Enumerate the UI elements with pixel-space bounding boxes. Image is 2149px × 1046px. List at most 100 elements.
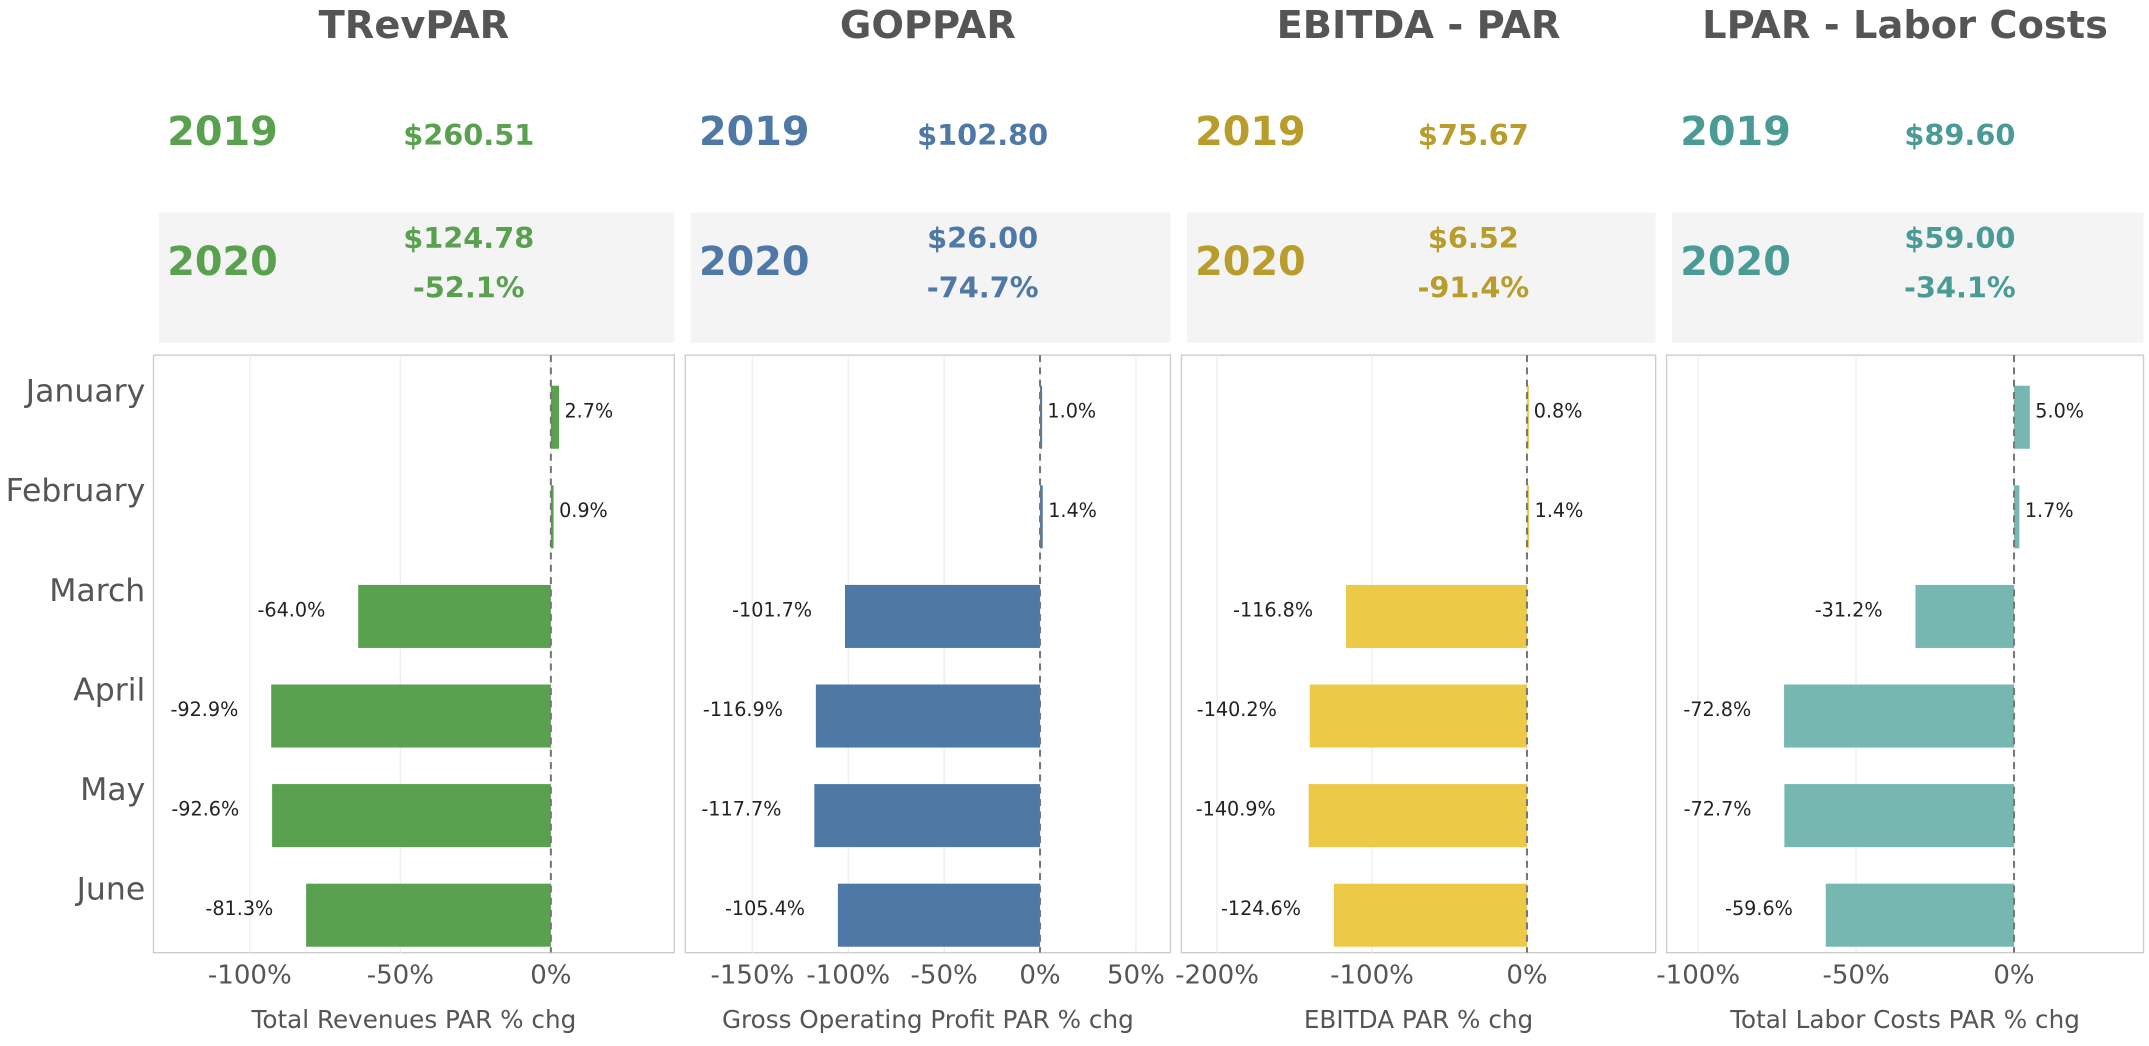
data-label: -124.6% bbox=[1221, 897, 1301, 920]
bar bbox=[845, 584, 1041, 648]
chart-title: TRevPAR bbox=[319, 3, 510, 48]
kpi-change: -34.1% bbox=[1904, 270, 2016, 304]
kpi-year: 2020 bbox=[167, 239, 278, 285]
bar bbox=[1333, 883, 1527, 947]
bar bbox=[1526, 385, 1530, 449]
data-label: -105.4% bbox=[725, 897, 805, 920]
bar bbox=[1784, 784, 2015, 848]
category-label: April bbox=[73, 672, 145, 708]
data-label: -59.6% bbox=[1725, 897, 1793, 920]
x-tick-label: 0% bbox=[1506, 960, 1547, 990]
x-tick-label: -100% bbox=[806, 960, 890, 990]
data-label: 1.4% bbox=[1535, 499, 1584, 522]
chart-title: GOPPAR bbox=[840, 3, 1016, 48]
x-axis-label: EBITDA PAR % chg bbox=[1304, 1005, 1533, 1034]
kpi-value: $6.52 bbox=[1428, 221, 1519, 255]
data-label: -31.2% bbox=[1815, 598, 1883, 621]
data-label: -101.7% bbox=[732, 598, 812, 621]
kpi-change: -74.7% bbox=[927, 270, 1039, 304]
kpi-change: -52.1% bbox=[413, 270, 525, 304]
x-tick-label: -50% bbox=[367, 960, 434, 990]
plot-frame bbox=[684, 354, 1172, 954]
kpi-box bbox=[1186, 212, 1656, 343]
bar bbox=[1526, 485, 1530, 549]
category-label: June bbox=[75, 872, 146, 908]
bar bbox=[1309, 684, 1527, 748]
data-label: -92.6% bbox=[171, 798, 239, 821]
bar bbox=[550, 385, 560, 449]
category-label: February bbox=[6, 473, 146, 509]
x-tick-label: 50% bbox=[1107, 960, 1165, 990]
kpi-value: $102.80 bbox=[917, 118, 1048, 152]
x-tick-label: -200% bbox=[1175, 960, 1259, 990]
x-tick-label: -100% bbox=[208, 960, 292, 990]
data-label: 0.8% bbox=[1534, 399, 1583, 422]
bar bbox=[1784, 684, 2015, 748]
x-tick-label: 0% bbox=[1019, 960, 1060, 990]
x-axis-label: Total Labor Costs PAR % chg bbox=[1729, 1005, 2080, 1034]
kpi-year: 2019 bbox=[1195, 109, 1306, 155]
bar bbox=[837, 883, 1041, 947]
category-label: May bbox=[80, 772, 145, 808]
kpi-value: $26.00 bbox=[927, 221, 1038, 255]
data-label: 2.7% bbox=[564, 399, 613, 422]
category-label: January bbox=[24, 374, 145, 410]
data-label: -72.8% bbox=[1683, 698, 1751, 721]
data-label: 1.4% bbox=[1048, 499, 1097, 522]
kpi-value: $260.51 bbox=[403, 118, 534, 152]
kpi-value: $89.60 bbox=[1904, 118, 2015, 152]
bar bbox=[306, 883, 551, 947]
data-label: -117.7% bbox=[701, 798, 781, 821]
kpi-box bbox=[158, 212, 675, 343]
data-label: -140.2% bbox=[1197, 698, 1277, 721]
data-label: -64.0% bbox=[257, 598, 325, 621]
data-label: 1.7% bbox=[2025, 499, 2074, 522]
kpi-value: $124.78 bbox=[403, 221, 534, 255]
data-label: 0.9% bbox=[559, 499, 608, 522]
bar bbox=[2014, 385, 2030, 449]
kpi-year: 2019 bbox=[167, 109, 278, 155]
bar bbox=[550, 485, 554, 549]
kpi-year: 2019 bbox=[1680, 109, 1791, 155]
kpi-value: $75.67 bbox=[1418, 118, 1529, 152]
chart-title: EBITDA - PAR bbox=[1277, 3, 1561, 48]
x-axis-label: Gross Operating Profit PAR % chg bbox=[722, 1005, 1134, 1034]
kpi-year: 2020 bbox=[1195, 239, 1306, 285]
plot-frame bbox=[1665, 354, 2145, 954]
x-tick-label: -50% bbox=[1822, 960, 1889, 990]
bar bbox=[1308, 784, 1527, 848]
bar bbox=[815, 684, 1041, 748]
data-label: -116.9% bbox=[703, 698, 783, 721]
data-label: -140.9% bbox=[1196, 798, 1276, 821]
bar bbox=[814, 784, 1041, 848]
chart-title: LPAR - Labor Costs bbox=[1702, 3, 2108, 48]
bar bbox=[1040, 485, 1043, 549]
data-label: -92.9% bbox=[170, 698, 238, 721]
x-tick-label: -150% bbox=[710, 960, 794, 990]
x-axis-label: Total Revenues PAR % chg bbox=[251, 1005, 577, 1034]
plot-frame bbox=[152, 354, 675, 954]
data-label: 5.0% bbox=[2035, 399, 2084, 422]
data-label: -81.3% bbox=[205, 897, 273, 920]
x-tick-label: -100% bbox=[1656, 960, 1740, 990]
data-label: -72.7% bbox=[1684, 798, 1752, 821]
bar bbox=[1915, 584, 2015, 648]
plot-frame bbox=[1180, 354, 1657, 954]
data-label: 1.0% bbox=[1047, 399, 1096, 422]
x-tick-label: 0% bbox=[530, 960, 571, 990]
kpi-value: $59.00 bbox=[1904, 221, 2015, 255]
bar bbox=[2014, 485, 2020, 549]
bar bbox=[1345, 584, 1527, 648]
kpi-year: 2020 bbox=[1680, 239, 1791, 285]
x-tick-label: -100% bbox=[1330, 960, 1414, 990]
bar bbox=[358, 584, 551, 648]
bar bbox=[272, 784, 551, 848]
kpi-change: -91.4% bbox=[1417, 270, 1529, 304]
kpi-box bbox=[1672, 212, 2144, 343]
data-label: -116.8% bbox=[1233, 598, 1313, 621]
x-tick-label: 0% bbox=[1993, 960, 2034, 990]
x-tick-label: -50% bbox=[911, 960, 978, 990]
kpi-box bbox=[690, 212, 1171, 343]
